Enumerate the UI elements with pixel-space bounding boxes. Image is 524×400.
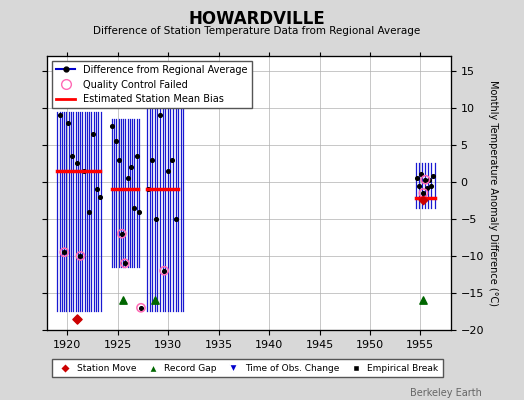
Point	[135, 208, 143, 215]
Point	[137, 304, 145, 311]
Point	[60, 249, 69, 256]
Y-axis label: Monthly Temperature Anomaly Difference (°C): Monthly Temperature Anomaly Difference (…	[488, 80, 498, 306]
Point	[427, 182, 435, 189]
Point	[68, 153, 77, 159]
Point	[121, 260, 129, 266]
Text: Berkeley Earth: Berkeley Earth	[410, 388, 482, 398]
Point	[89, 130, 97, 137]
Point	[130, 205, 138, 211]
Point	[148, 156, 156, 163]
Point	[73, 316, 82, 322]
Point	[95, 194, 104, 200]
Point	[77, 253, 85, 259]
Point	[415, 182, 423, 189]
Point	[421, 176, 430, 183]
Point	[172, 216, 180, 222]
Point	[413, 175, 421, 181]
Point	[419, 190, 428, 196]
Point	[151, 297, 159, 304]
Point	[92, 186, 101, 192]
Point	[423, 185, 432, 191]
Point	[115, 156, 123, 163]
Point	[168, 156, 177, 163]
Point	[160, 268, 168, 274]
Point	[421, 176, 430, 183]
Point	[64, 120, 72, 126]
Point	[118, 297, 127, 304]
Point	[425, 177, 434, 184]
Point	[80, 168, 89, 174]
Point	[429, 173, 438, 179]
Point	[84, 208, 93, 215]
Point	[152, 216, 160, 222]
Point	[137, 304, 145, 311]
Point	[77, 253, 85, 259]
Point	[73, 160, 82, 166]
Point	[107, 123, 116, 130]
Point	[60, 249, 69, 256]
Point	[144, 186, 152, 192]
Point	[156, 112, 165, 118]
Point	[419, 297, 428, 304]
Point	[419, 197, 428, 204]
Point	[112, 138, 120, 144]
Text: HOWARDVILLE: HOWARDVILLE	[189, 10, 325, 28]
Point	[133, 153, 141, 159]
Point	[56, 112, 64, 118]
Point	[124, 175, 132, 181]
Point	[419, 190, 428, 196]
Point	[121, 260, 129, 266]
Point	[117, 230, 126, 237]
Point	[417, 171, 425, 178]
Legend: Station Move, Record Gap, Time of Obs. Change, Empirical Break: Station Move, Record Gap, Time of Obs. C…	[52, 359, 443, 377]
Point	[164, 168, 172, 174]
Point	[127, 164, 135, 170]
Point	[160, 268, 168, 274]
Point	[117, 230, 126, 237]
Text: Difference of Station Temperature Data from Regional Average: Difference of Station Temperature Data f…	[93, 26, 420, 36]
